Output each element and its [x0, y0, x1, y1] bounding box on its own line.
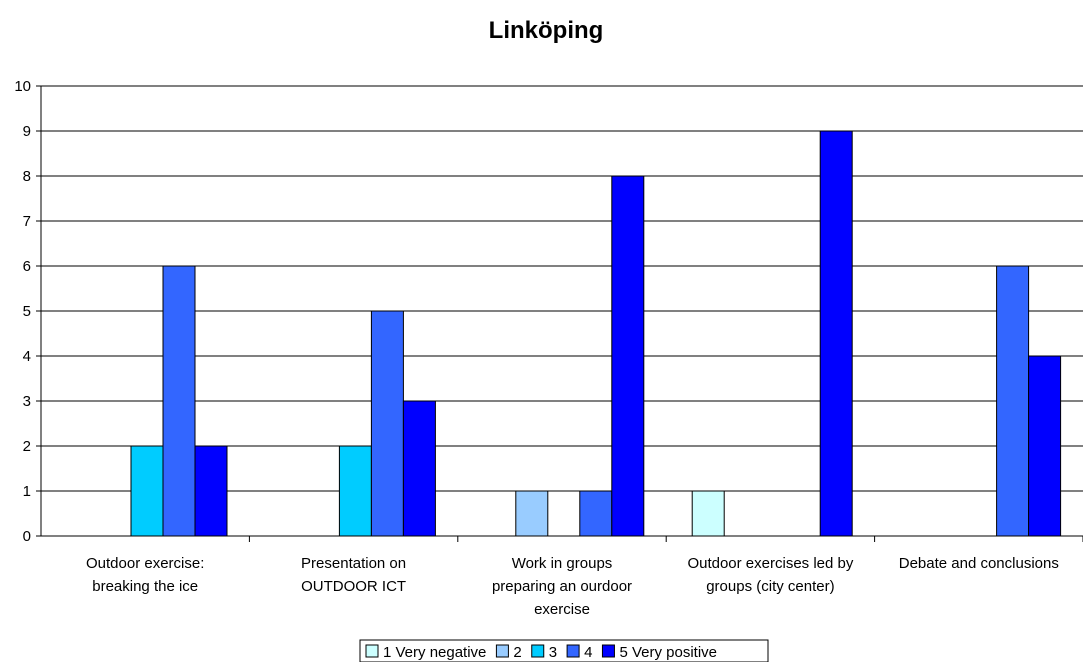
bar: [162, 265, 196, 537]
bar: [611, 175, 645, 537]
category-label: Outdoor exercise:: [86, 555, 204, 572]
legend-swatch: [365, 644, 379, 658]
chart-title: Linköping: [489, 17, 604, 44]
category-label: Outdoor exercises led by: [687, 555, 853, 572]
legend-swatch: [601, 644, 615, 658]
legend-label: 5 Very positive: [619, 644, 717, 661]
bar: [130, 445, 164, 537]
category-label: groups (city center): [706, 578, 834, 595]
y-tick-label: 2: [23, 438, 31, 455]
gridlines: [41, 85, 1083, 492]
legend-box: [359, 639, 769, 662]
category-labels: Outdoor exercise: breaking the ice Present…: [86, 555, 1059, 618]
category-label: exercise: [534, 601, 590, 618]
category-label: Work in groups: [512, 555, 613, 572]
category-label: Presentation on: [301, 555, 406, 572]
bar: [579, 490, 613, 537]
bar: [819, 130, 853, 537]
y-tick-label: 6: [23, 258, 31, 275]
category-label: breaking the ice: [92, 578, 198, 595]
category-label: Debate and conclusions: [899, 555, 1059, 572]
y-tick-label: 4: [23, 348, 31, 365]
legend-label: 2: [513, 644, 521, 661]
bar: [370, 310, 404, 537]
bar: [194, 445, 228, 537]
y-tick-label: 9: [23, 123, 31, 140]
y-tick-label: 8: [23, 168, 31, 185]
bar: [338, 445, 372, 537]
y-tick-label: 0: [23, 528, 31, 545]
legend-swatch: [531, 644, 545, 658]
y-tick-label: 1: [23, 483, 31, 500]
legend-swatch: [566, 644, 580, 658]
bars: [130, 130, 1062, 537]
bar: [996, 265, 1030, 537]
category-label: OUTDOOR ICT: [301, 578, 406, 595]
category-label: preparing an ourdoor: [492, 578, 632, 595]
legend-label: 1 Very negative: [383, 644, 486, 661]
y-tick-label: 7: [23, 213, 31, 230]
bar: [402, 400, 436, 537]
legend: 1 Very negative 2 3 4 5 Very positive: [359, 639, 769, 662]
bar: [515, 490, 549, 537]
bar: [691, 490, 725, 537]
bar: [1028, 355, 1062, 537]
y-tick-label: 5: [23, 303, 31, 320]
y-tick-label: 3: [23, 393, 31, 410]
legend-swatch: [495, 644, 509, 658]
y-tick-labels: 0 1 2 3 4 5 6 7 8 9 10: [14, 78, 31, 545]
y-tick-label: 10: [14, 78, 31, 95]
legend-label: 4: [584, 644, 592, 661]
legend-label: 3: [549, 644, 557, 661]
